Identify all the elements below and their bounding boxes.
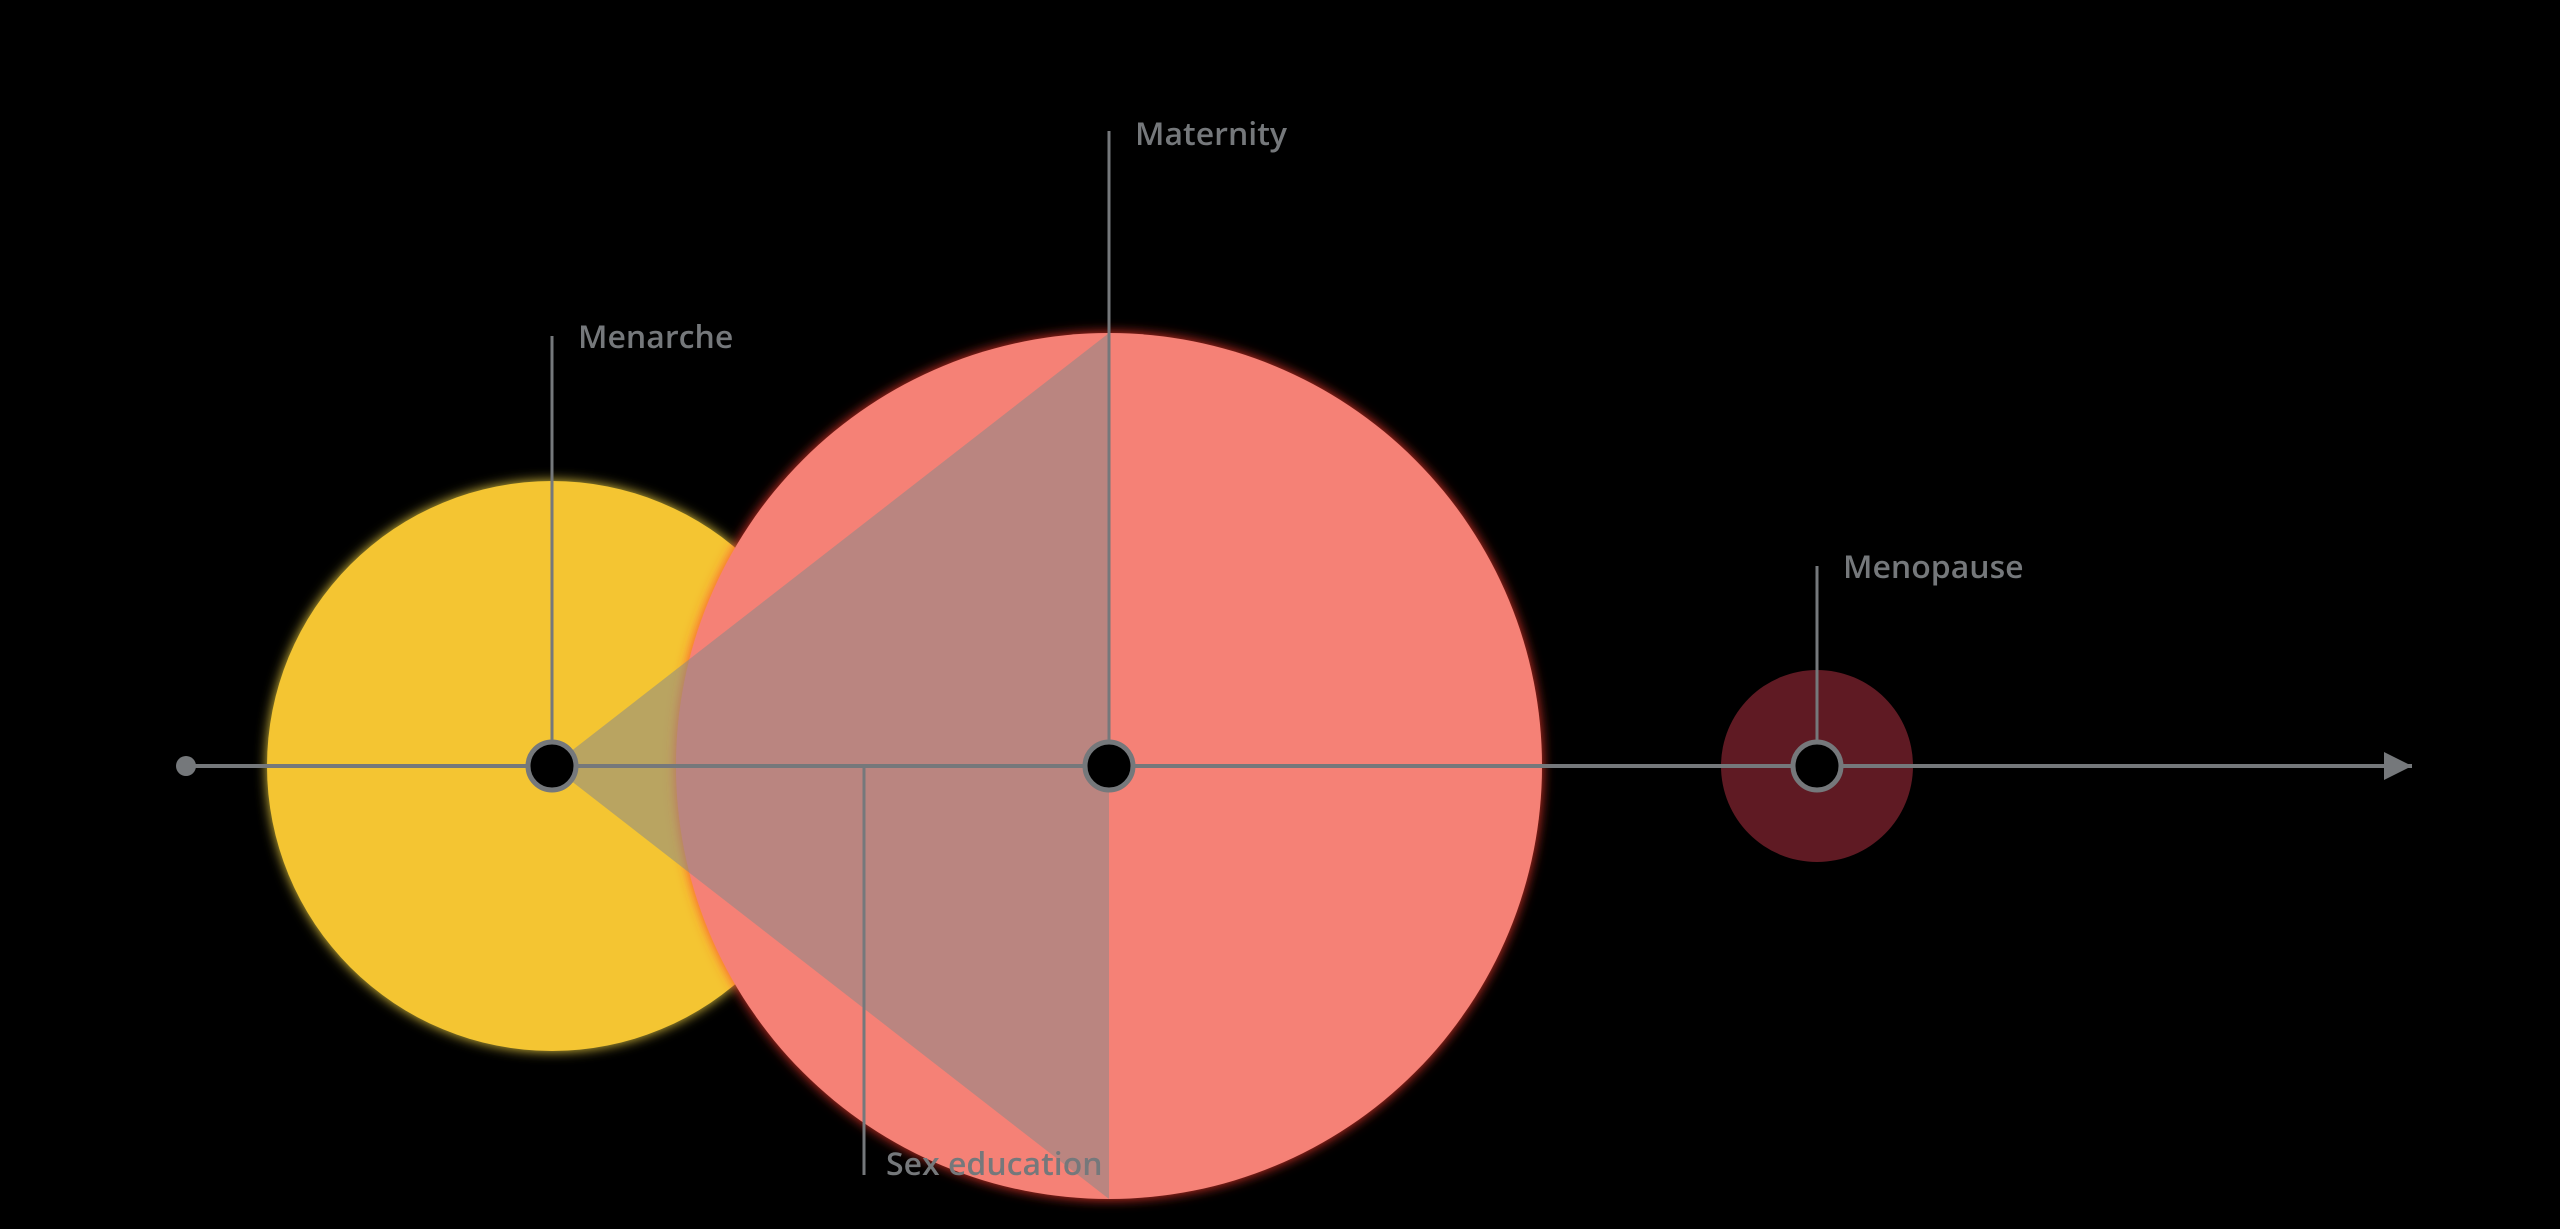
timeline-diagram: Menarche Maternity Menopause Sex education bbox=[0, 0, 2560, 1229]
label-maternity: Maternity bbox=[1135, 112, 1288, 155]
label-menopause: Menopause bbox=[1843, 545, 2024, 588]
axis-arrowhead bbox=[2384, 752, 2412, 780]
label-sex-education: Sex education bbox=[886, 1142, 1103, 1185]
marker-ring-menopause bbox=[1793, 742, 1841, 790]
marker-ring-menarche bbox=[528, 742, 576, 790]
marker-ring-maternity bbox=[1085, 742, 1133, 790]
axis-start-dot bbox=[176, 756, 196, 776]
diagram-stage: Menarche Maternity Menopause Sex education bbox=[0, 0, 2560, 1229]
label-menarche: Menarche bbox=[578, 315, 733, 358]
